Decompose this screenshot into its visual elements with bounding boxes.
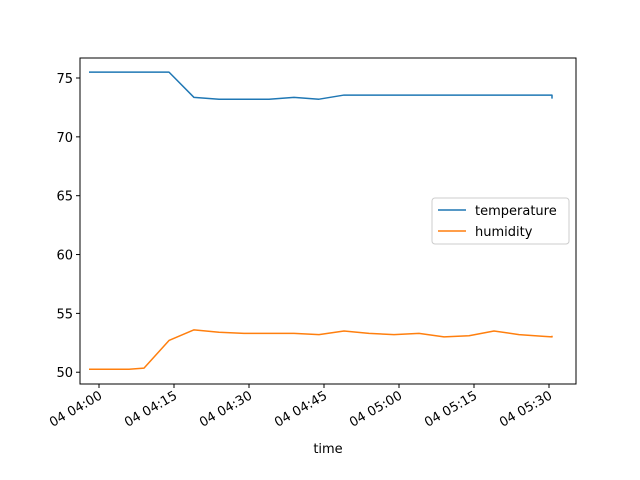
x-axis-label: time (313, 442, 342, 457)
y-tick-label: 65 (56, 190, 73, 205)
y-tick-label: 60 (56, 249, 73, 264)
y-tick-label: 70 (56, 131, 73, 146)
series-line-humidity (89, 329, 553, 371)
series-line-temperature (89, 71, 553, 100)
y-tick-label: 75 (56, 72, 73, 87)
series-layer (89, 71, 553, 371)
plot-frame (79, 57, 577, 385)
y-tick-label: 55 (56, 307, 73, 322)
legend-box (431, 197, 570, 245)
y-axis: 50 55 60 65 70 75 (56, 72, 80, 381)
legend-label-humidity: humidity (475, 225, 533, 240)
legend: temperature humidity (431, 197, 570, 245)
y-tick-label: 50 (56, 366, 73, 381)
legend-label-temperature: temperature (475, 204, 557, 219)
